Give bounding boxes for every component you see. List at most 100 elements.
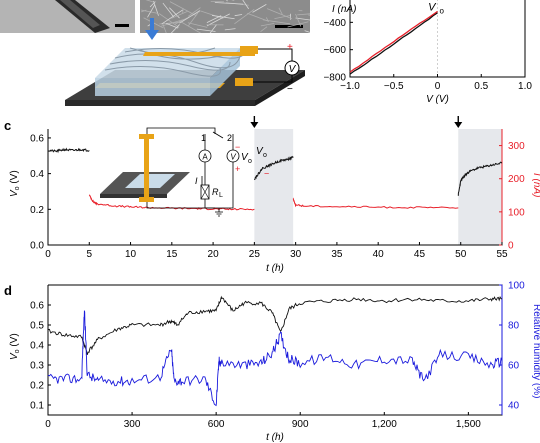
y-axis-right-label: Relative humidity (%) — [531, 304, 540, 398]
trace-black — [457, 161, 503, 196]
vo-annotation-sub: o — [440, 7, 445, 16]
ytick-left-label: 0.4 — [30, 341, 44, 352]
inset-vo-label: V — [241, 152, 249, 163]
y-axis-left-label: Vo (V) — [9, 333, 21, 360]
top-electrode — [143, 52, 255, 56]
trace-black — [253, 155, 294, 181]
switch-pos-1: 1 — [201, 133, 206, 143]
iv-chart: −200 −400 −600 −800−1.0 −0.5 0 0.5 1.0 V (V) I (n… — [323, 0, 532, 105]
ytick-left-label: 0.0 — [30, 241, 44, 252]
trace-blue — [47, 310, 503, 407]
ytick-label: −200 — [323, 0, 346, 2]
xtick-label: 20 — [208, 249, 220, 260]
svg-text:V: V — [289, 64, 297, 75]
sem-micrograph — [140, 0, 310, 33]
y-axis-right-label: I (nA) — [531, 173, 540, 197]
vo-current-time-chart: 0.0 0.2 0.4 0.6 0 100 200 300 0 5 10 15 20 25 30 35 40 45… — [9, 116, 540, 274]
xtick-label: 0.5 — [474, 81, 488, 92]
ytick-left-label: 0.2 — [30, 381, 44, 392]
ytick-right-label: 80 — [508, 321, 520, 332]
xtick-label: 0 — [45, 419, 51, 430]
ytick-label: −800 — [323, 73, 346, 84]
voltmeter-icon — [284, 60, 300, 76]
sem-micrograph-texture — [140, 0, 310, 33]
svg-text:−: − — [264, 169, 269, 179]
xtick-label: 0 — [45, 249, 51, 260]
xtick-label: 900 — [292, 419, 309, 430]
ytick-left-label: 0.5 — [30, 321, 44, 332]
xtick-label: −0.5 — [384, 81, 404, 92]
trace-black — [47, 147, 90, 154]
xtick-label: 15 — [166, 249, 178, 260]
ground-icon — [215, 208, 223, 217]
svg-text:o: o — [263, 152, 267, 159]
trace-vo-label: V — [256, 146, 264, 157]
iv-curve-black — [349, 12, 438, 75]
xtick-label: 1.0 — [518, 81, 532, 92]
svg-text:+: + — [287, 42, 293, 53]
ytick-label: −400 — [323, 18, 346, 29]
device-schematic: V + − — [65, 18, 305, 106]
ytick-left-label: 0.6 — [30, 133, 44, 144]
ytick-right-label: 40 — [508, 401, 520, 412]
xtick-label: 600 — [208, 419, 225, 430]
xtick-label: 40 — [373, 249, 385, 260]
svg-text:−: − — [287, 84, 293, 95]
ytick-label: −600 — [323, 45, 346, 56]
x-axis-label: t (h) — [266, 432, 284, 443]
xtick-label: 10 — [125, 249, 137, 260]
xtick-label: −1.0 — [340, 81, 360, 92]
xtick-label: 35 — [331, 249, 343, 260]
xtick-label: 45 — [414, 249, 426, 260]
ytick-left-label: 0.2 — [30, 205, 44, 216]
xtick-label: 55 — [496, 249, 508, 260]
xtick-label: 300 — [124, 419, 141, 430]
xtick-label: 50 — [455, 249, 467, 260]
switch-pos-2: 2 — [227, 133, 232, 143]
xtick-label: 1,500 — [456, 419, 481, 430]
tem-micrograph — [0, 0, 135, 33]
y-axis-left-label: Vo (V) — [9, 170, 21, 197]
inset-electrode — [144, 134, 149, 202]
svg-text:V: V — [230, 153, 236, 162]
shaded-interval — [458, 129, 502, 245]
ytick-right-label: 60 — [508, 361, 520, 372]
bottom-pad — [235, 78, 253, 86]
ytick-right-label: 100 — [508, 207, 525, 218]
scale-bar-icon — [115, 24, 129, 27]
vo-humidity-time-chart: 0.1 0.2 0.3 0.4 0.5 0.6 40 60 80 100 0 300 600 900 1,2… — [9, 281, 540, 443]
ytick-right-label: 0 — [508, 241, 514, 252]
top-pad — [240, 46, 258, 54]
svg-text:o: o — [248, 158, 252, 165]
ytick-right-label: 300 — [508, 141, 525, 152]
xtick-label: 5 — [86, 249, 92, 260]
ytick-left-label: 0.1 — [30, 401, 44, 412]
x-axis-label: t (h) — [266, 263, 284, 274]
vo-annotation: V — [428, 2, 437, 14]
inset-current-label: I — [195, 176, 198, 186]
svg-text:A: A — [202, 153, 208, 162]
ytick-right-label: 200 — [508, 174, 525, 185]
inset-resistor-label: R — [212, 187, 219, 197]
y-axis-label: I (nA) — [332, 4, 356, 15]
svg-text:L: L — [219, 192, 223, 199]
xtick-label: 1,200 — [372, 419, 397, 430]
svg-text:−: − — [235, 142, 240, 152]
tem-micrograph-texture — [0, 0, 135, 33]
xtick-label: 25 — [249, 249, 261, 260]
inset-film — [125, 174, 175, 188]
shaded-interval — [254, 129, 294, 245]
ytick-left-label: 0.3 — [30, 361, 44, 372]
svg-text:+: + — [235, 164, 240, 174]
ytick-left-label: 0.6 — [30, 301, 44, 312]
xtick-label: 30 — [290, 249, 302, 260]
trace-red — [292, 197, 459, 209]
iv-curve-red — [349, 10, 438, 73]
switch-icon — [212, 131, 224, 139]
panel-label-d: d — [4, 283, 12, 298]
ytick-left-label: 0.4 — [30, 169, 44, 180]
x-axis-label: V (V) — [426, 94, 449, 105]
trace-black — [47, 295, 503, 356]
